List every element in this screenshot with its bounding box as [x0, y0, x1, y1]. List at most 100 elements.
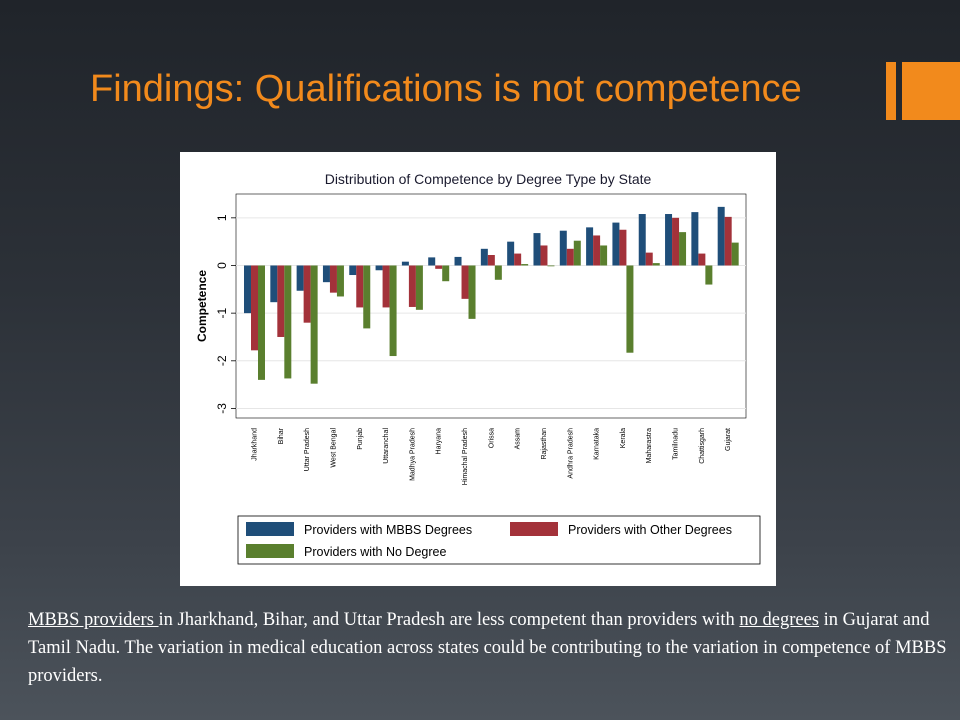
bar-other-degrees	[672, 217, 680, 266]
legend-label: Providers with No Degree	[304, 545, 446, 559]
bar-other-degrees	[566, 248, 574, 266]
bar-no-degree	[389, 265, 397, 357]
bar-other-degrees	[461, 265, 469, 299]
bar-mbbs	[638, 214, 646, 266]
chart-title: Distribution of Competence by Degree Typ…	[325, 171, 652, 187]
bar-mbbs	[428, 257, 436, 266]
bar-mbbs	[375, 265, 383, 271]
bar-mbbs	[244, 265, 251, 314]
bar-mbbs	[691, 212, 699, 266]
bar-mbbs	[296, 265, 304, 291]
x-tick-label: West Bengal	[330, 428, 337, 468]
caption-segment-2: in Jharkhand, Bihar, and Uttar Pradesh a…	[158, 610, 740, 630]
x-tick-label: Uttaranchal	[383, 428, 390, 464]
bar-no-degree	[336, 265, 344, 297]
title-accent-bar-thin	[886, 62, 896, 120]
competence-chart: 1 0 -1 -2 -3 Jharkhand Bihar Uttar Pradesh West…	[195, 171, 761, 565]
x-tick-label: Bihar	[278, 427, 285, 444]
bar-other-degrees	[356, 265, 364, 308]
chart-panel: 1 0 -1 -2 -3 Jharkhand Bihar Uttar Pradesh West…	[180, 152, 776, 586]
bar-other-degrees	[251, 265, 258, 351]
legend-box	[237, 515, 761, 565]
x-tick-label: Madhya Pradesh	[409, 428, 416, 481]
bar-no-degree	[363, 265, 371, 329]
legend-label: Providers with MBBS Degrees	[304, 523, 472, 537]
bar-other-degrees	[514, 253, 522, 266]
legend-label: Providers with Other Degrees	[568, 523, 732, 537]
bar-mbbs	[349, 265, 357, 276]
x-tick-label: Uttar Pradesh	[304, 428, 311, 471]
x-tick-label: Assam	[515, 428, 522, 450]
y-tick-label: 1	[215, 214, 229, 221]
bar-other-degrees	[724, 216, 732, 266]
y-tick-label: -2	[215, 355, 229, 366]
bar-no-degree	[284, 265, 292, 379]
bar-no-degree	[652, 263, 660, 266]
bar-other-degrees	[645, 252, 653, 266]
bar-mbbs	[270, 265, 278, 303]
y-tick-label: 0	[215, 262, 229, 269]
bar-no-degree	[547, 265, 555, 267]
bar-no-degree	[442, 265, 450, 282]
bar-other-degrees	[698, 253, 706, 266]
x-tick-label: Karnataka	[594, 428, 601, 460]
plot-area	[235, 193, 747, 419]
bar-other-degrees	[277, 265, 285, 337]
y-axis-label: Competence	[195, 270, 209, 342]
x-tick-label: Haryana	[436, 428, 443, 455]
x-tick-label: Gujarat	[725, 428, 732, 451]
y-tick-label: -1	[215, 307, 229, 318]
x-tick-label: Andhra Pradesh	[567, 428, 574, 479]
caption-underlined-no-degrees: no degrees	[739, 610, 819, 630]
bar-mbbs	[586, 227, 594, 266]
y-tick-label: -3	[215, 403, 229, 414]
bar-other-degrees	[382, 265, 390, 308]
bar-mbbs	[480, 248, 488, 266]
bar-no-degree	[705, 265, 713, 285]
bar-mbbs	[533, 233, 541, 266]
bar-mbbs	[559, 230, 567, 266]
bar-no-degree	[521, 264, 529, 266]
bar-mbbs	[612, 222, 620, 266]
bar-other-degrees	[408, 265, 416, 307]
bar-other-degrees	[593, 235, 601, 266]
bar-mbbs	[401, 261, 409, 266]
x-tick-label: Orissa	[488, 428, 495, 448]
bar-other-degrees	[329, 265, 337, 293]
bar-no-degree	[679, 232, 687, 266]
bar-mbbs	[322, 265, 330, 283]
bar-other-degrees	[435, 265, 443, 269]
bar-other-degrees	[540, 245, 548, 266]
x-tick-label: Jharkhand	[252, 428, 259, 461]
bar-mbbs	[507, 241, 515, 266]
legend-swatch	[510, 522, 558, 536]
bar-no-degree	[573, 240, 581, 266]
x-tick-label: Punjab	[357, 428, 364, 450]
caption-underlined-mbbs: MBBS providers	[28, 610, 159, 630]
bar-mbbs	[665, 214, 673, 266]
bar-mbbs	[454, 256, 462, 266]
bar-no-degree	[626, 265, 634, 353]
caption-segment-4: in Gujarat and Tamil Nadu. The variation…	[28, 610, 947, 686]
bar-other-degrees	[303, 265, 311, 323]
bar-no-degree	[468, 265, 476, 319]
x-tick-label: Himachal Pradesh	[462, 428, 469, 485]
bar-no-degree	[600, 245, 608, 266]
slide-title: Findings: Qualifications is not competen…	[90, 68, 802, 110]
bar-other-degrees	[619, 229, 627, 266]
bar-no-degree	[494, 265, 502, 280]
bar-mbbs	[717, 206, 725, 266]
bar-no-degree	[310, 265, 318, 384]
chart-legend: Providers with MBBS Degrees Providers wit…	[237, 515, 761, 565]
caption-text: MBBS providers in Jharkhand, Bihar, and …	[28, 606, 948, 690]
title-accent-bar-thick	[902, 62, 960, 120]
bar-no-degree	[258, 265, 265, 380]
bar-other-degrees	[487, 255, 495, 266]
legend-swatch	[246, 522, 294, 536]
x-tick-label: Chattisgarh	[699, 428, 706, 464]
x-tick-label: Tamilnadu	[673, 428, 680, 460]
bar-no-degree	[731, 242, 739, 266]
bar-no-degree	[415, 265, 423, 310]
x-tick-label: Maharastra	[646, 428, 653, 464]
x-tick-label: Rajasthan	[541, 428, 548, 460]
